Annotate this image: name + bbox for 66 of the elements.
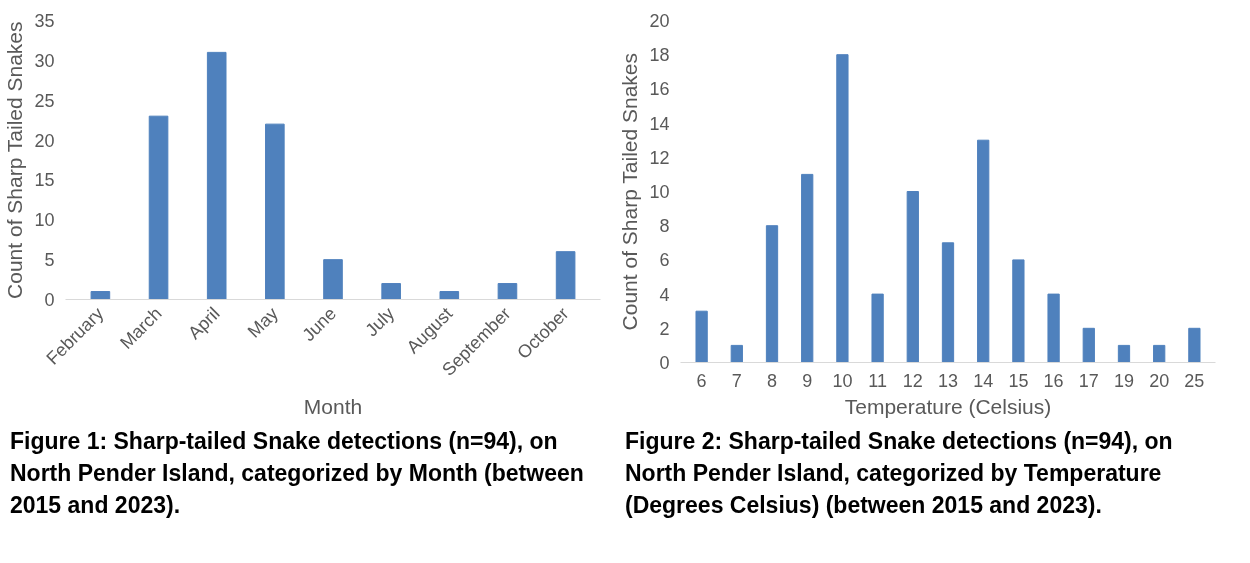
x-tick-label: 11 [868,370,887,391]
y-axis-title: Count of Sharp Tailed Snakes [3,21,27,299]
y-tick-label: 16 [649,79,670,100]
y-tick-label: 12 [649,147,670,168]
y-tick-label: 20 [34,130,55,151]
x-tick-label: 7 [731,370,742,391]
y-tick-label: 18 [649,45,670,66]
bar [497,283,518,300]
y-tick-label: 10 [34,210,55,231]
x-tick-label: 25 [1184,370,1205,391]
bar [1082,327,1095,363]
y-tick-label: 10 [649,182,670,202]
bar [765,225,779,363]
bar [871,293,884,363]
x-tick-label: 17 [1078,370,1099,391]
y-tick-label: 15 [34,170,55,191]
x-tick-label: 9 [802,370,813,391]
bar [695,310,708,363]
caption: Figure 1: Sharp-tailed Snake detections (n=94), on North Pender Island, categorized by Month (between 2015 and 2023). [10,427,585,521]
bar [977,139,990,363]
bar [323,259,343,300]
x-tick-label: 8 [767,370,778,391]
y-tick-label: 8 [659,216,670,237]
bar [1047,293,1060,363]
x-tick-label: 12 [902,370,923,391]
x-tick-label: May [243,303,282,342]
y-tick-label: 2 [659,318,670,339]
x-tick-label: July [361,303,399,341]
x-axis-title: Temperature (Celsius) [844,394,1052,418]
x-axis-title: Month [303,394,363,418]
bar [836,54,849,363]
bar [439,291,460,300]
bar [1117,344,1131,363]
y-tick-label: 6 [659,250,670,271]
y-tick-label: 25 [34,90,55,111]
x-tick-label: 20 [1149,370,1170,391]
bar [1012,259,1025,363]
y-tick-label: 0 [659,353,670,373]
y-tick-label: 20 [649,11,670,31]
y-tick-label: 0 [44,290,55,310]
caption: Figure 2: Sharp-tailed Snake detections (n=94), on North Pender Island, categorized by Temperature (Degrees Celsius) (between 2015 and 2023). [625,427,1174,521]
x-tick-label: 13 [937,370,959,391]
x-tick-label: 19 [1113,370,1135,391]
y-tick-label: 30 [34,50,55,71]
bar [1153,344,1166,363]
bar [206,51,227,300]
bar [90,291,111,300]
bar [801,173,814,363]
x-tick-label: 16 [1043,370,1064,391]
bar [265,123,285,300]
x-tick-label: 15 [1008,370,1029,391]
y-tick-label: 35 [34,11,55,31]
bar [381,283,401,300]
y-tick-label: 5 [44,250,55,271]
y-tick-label: 4 [659,284,670,305]
bar [906,191,919,363]
bar [148,115,169,300]
bar [941,242,955,363]
bar [730,344,743,363]
bar [1188,327,1201,363]
y-axis-title: Count of Sharp Tailed Snakes [618,52,642,331]
x-tick-label: 14 [973,370,994,391]
x-tick-label: 10 [832,370,853,391]
x-tick-label: 6 [696,370,707,391]
y-tick-label: 14 [649,113,670,134]
bar [555,251,576,300]
